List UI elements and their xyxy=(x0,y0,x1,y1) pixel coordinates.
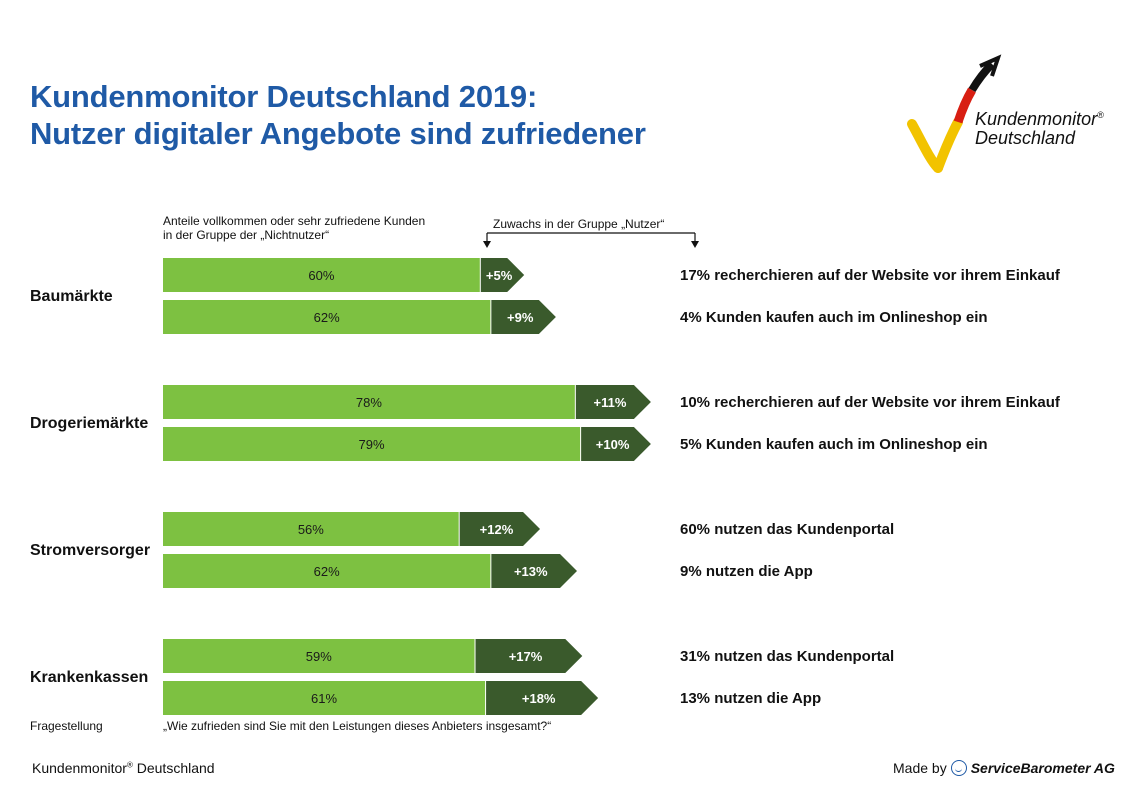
row-note: 17% recherchieren auf der Website vor ih… xyxy=(680,267,1061,284)
base-value-label: 61% xyxy=(311,691,337,706)
row-note: 13% nutzen die App xyxy=(680,690,821,707)
gain-value-label: +11% xyxy=(594,395,627,410)
row-note: 9% nutzen die App xyxy=(680,563,813,580)
footer-brand: Kundenmonitor® Deutschland xyxy=(32,760,215,776)
gain-value-label: +18% xyxy=(522,691,556,706)
group-label: Stromversorger xyxy=(30,542,150,559)
base-bar xyxy=(163,300,491,334)
base-bar xyxy=(163,639,475,673)
bracket-left-arrow-icon xyxy=(483,241,491,248)
base-value-label: 56% xyxy=(298,522,324,537)
gain-value-label: +5% xyxy=(486,268,513,283)
base-bar xyxy=(163,258,480,292)
base-bar xyxy=(163,512,459,546)
logo-registered: ® xyxy=(1097,110,1104,120)
base-value-label: 59% xyxy=(306,649,332,664)
footer-credit: Made by ServiceBarometer AG xyxy=(893,760,1115,776)
bar-group: Krankenkassen 59% +17% 31% nutzen das Kunde… xyxy=(30,639,894,715)
gain-bar xyxy=(491,554,577,588)
logo-text: Kundenmonitor® Deutschland xyxy=(975,106,1104,148)
gain-bar xyxy=(575,385,651,419)
bar-group: Drogeriemärkte 78% +11% 10% recherchieren a… xyxy=(30,385,1061,461)
footer-registered: ® xyxy=(126,760,133,770)
question-text: „Wie zufrieden sind Sie mit den Leistung… xyxy=(163,719,552,733)
bar-group: Stromversorger 56% +12% 60% nutzen das Kund… xyxy=(30,512,894,588)
gain-value-label: +13% xyxy=(514,564,548,579)
question-label: Fragestellung xyxy=(30,719,103,733)
base-bar xyxy=(163,385,575,419)
gain-value-label: +17% xyxy=(509,649,543,664)
footer-brand-name: Kundenmonitor xyxy=(32,760,127,776)
base-value-label: 60% xyxy=(308,268,334,283)
group-label: Krankenkassen xyxy=(30,669,148,686)
row-note: 31% nutzen das Kundenportal xyxy=(680,648,894,665)
row-note: 4% Kunden kaufen auch im Onlineshop ein xyxy=(680,309,988,326)
logo-check-black xyxy=(968,61,995,93)
made-by-label: Made by xyxy=(893,760,947,776)
gain-bar xyxy=(486,681,599,715)
base-value-label: 78% xyxy=(356,395,382,410)
gain-value-label: +9% xyxy=(507,310,534,325)
base-value-label: 62% xyxy=(314,564,340,579)
row-note: 10% recherchieren auf der Website vor ih… xyxy=(680,394,1061,411)
gain-bar xyxy=(475,639,583,673)
base-legend-line-2: in der Gruppe der „Nichtnutzer“ xyxy=(163,228,330,242)
title-line-1: Kundenmonitor Deutschland 2019: xyxy=(30,79,538,114)
footer-brand-rest: Deutschland xyxy=(136,760,215,776)
base-value-label: 62% xyxy=(314,310,340,325)
title-line-2: Nutzer digitaler Angebote sind zufrieden… xyxy=(30,116,646,151)
base-legend-label: Anteile vollkommen oder sehr zufriedene … xyxy=(163,214,425,242)
gain-bar xyxy=(581,427,651,461)
logo-line-1: Kundenmonitor xyxy=(975,109,1098,129)
gain-bar xyxy=(480,258,525,292)
bar-groups: Baumärkte 60% +5% 17% recherchieren auf der… xyxy=(30,258,1061,715)
bar-group: Baumärkte 60% +5% 17% recherchieren auf der… xyxy=(30,258,1061,334)
page-title: Kundenmonitor Deutschland 2019: Nutzer d… xyxy=(30,78,646,152)
base-bar xyxy=(163,681,486,715)
kundenmonitor-logo-mark xyxy=(907,54,1002,173)
group-label: Drogeriemärkte xyxy=(30,415,148,432)
logo-arrow-head xyxy=(979,54,1002,77)
base-legend-line-1: Anteile vollkommen oder sehr zufriedene … xyxy=(163,214,426,228)
smiley-icon xyxy=(950,760,967,776)
gain-bar xyxy=(459,512,541,546)
gain-bracket xyxy=(483,232,699,248)
company-name: ServiceBarometer AG xyxy=(970,760,1115,776)
base-bar xyxy=(163,554,491,588)
base-value-label: 79% xyxy=(359,437,385,452)
logo-line-2: Deutschland xyxy=(975,128,1076,148)
gain-legend-label: Zuwachs in der Gruppe „Nutzer“ xyxy=(493,217,665,231)
logo-check-yellow-stem xyxy=(933,117,963,173)
base-bar xyxy=(163,427,581,461)
gain-value-label: +10% xyxy=(596,437,630,452)
gain-value-label: +12% xyxy=(480,522,514,537)
logo-check-red xyxy=(953,87,976,124)
row-note: 5% Kunden kaufen auch im Onlineshop ein xyxy=(680,436,988,453)
gain-bar xyxy=(491,300,556,334)
row-note: 60% nutzen das Kundenportal xyxy=(680,521,894,538)
bracket-right-arrow-icon xyxy=(691,241,699,248)
group-label: Baumärkte xyxy=(30,288,113,305)
